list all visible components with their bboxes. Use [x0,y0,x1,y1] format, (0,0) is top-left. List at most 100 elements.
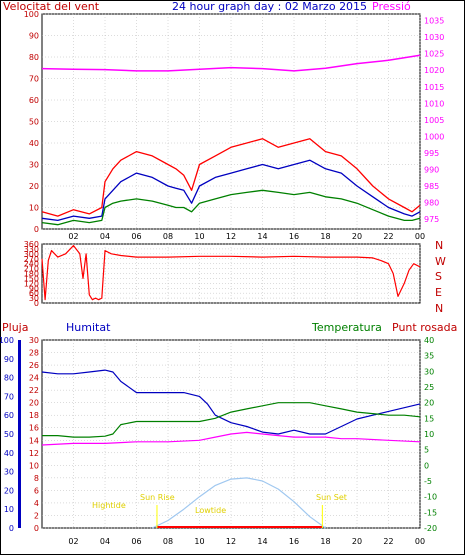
direction-panel-ytick-12: 360 [24,240,39,249]
temp-ytick-4: 0 [424,461,429,470]
rain-ytick-0: 0 [34,524,39,533]
temp-ytick-7: 15 [424,414,434,423]
direction-panel-ytick-5: 150 [24,274,39,283]
left-axis-title: Velocitat del vent [3,0,100,13]
right-axis-title: Pressió [372,0,411,13]
wind-panel-xtick-10: 22 [383,232,393,241]
hum-panel-xtick-11: 00 [415,537,425,546]
wind-panel-xtick-3: 08 [163,232,173,241]
direction-label-e: E [435,286,442,299]
series-avg-line [41,159,421,222]
pressure-ytick-9: 1020 [424,66,444,75]
rain-ytick-10: 20 [29,399,39,408]
humidity-ytick-10: 100 [0,336,14,345]
wind-panel-ytick-0: 0 [34,225,39,234]
direction-panel-ytick-6: 180 [24,270,39,279]
series-direction-line [41,245,421,301]
wind-panel-xtick-2: 06 [131,232,141,241]
humidity-ytick-5: 50 [4,430,14,439]
direction-panel-ytick-1: 30 [29,294,39,303]
chart-title: 24 hour graph day : 02 Marzo 2015 [172,0,367,13]
rain-ytick-14: 28 [29,349,39,358]
rain-ytick-9: 18 [29,411,39,420]
temp-ytick-11: 35 [424,352,434,361]
direction-panel-ytick-8: 240 [24,260,39,269]
dewpoint-label: Punt rosada [392,321,457,334]
rain-ytick-15: 30 [29,336,39,345]
direction-panel-ytick-2: 60 [29,289,39,298]
temp-ytick-6: 10 [424,430,434,439]
wind-panel-ytick-10: 100 [24,10,39,19]
humidity-ytick-1: 10 [4,505,14,514]
wind-panel-xtick-0: 02 [68,232,78,241]
annotation-lowtide: Lowtide [195,506,226,515]
direction-panel-ytick-7: 210 [24,265,39,274]
hum-panel-xtick-0: 02 [68,537,78,546]
humidity-ytick-6: 60 [4,411,14,420]
wind-panel-xtick-4: 10 [194,232,204,241]
pressure-ytick-2: 985 [424,182,439,191]
rain-ytick-11: 22 [29,386,39,395]
wind-panel-ytick-9: 90 [29,32,39,41]
hum-panel-xtick-10: 22 [383,537,393,546]
series-humidity-line [41,369,421,435]
rain-ytick-8: 16 [29,424,39,433]
humidity-ytick-3: 30 [4,468,14,477]
direction-panel-ytick-10: 300 [24,250,39,259]
temp-ytick-0: -20 [424,524,437,533]
temperature-label: Temperatura [311,321,382,334]
direction-panel-ytick-0: 0 [34,299,39,308]
hum-panel-xtick-7: 16 [289,537,299,546]
direction-label-w: W [435,255,446,268]
wind-panel-xtick-9: 20 [352,232,362,241]
rain-ytick-13: 26 [29,361,39,370]
pressure-ytick-10: 1025 [424,50,444,59]
humidity-ytick-7: 70 [4,392,14,401]
pressure-ytick-11: 1030 [424,33,444,42]
wind-panel-ytick-2: 20 [29,182,39,191]
pressure-ytick-5: 1000 [424,132,444,141]
pressure-ytick-0: 975 [424,215,439,224]
direction-panel-ytick-9: 270 [24,255,39,264]
wind-panel-ytick-6: 60 [29,96,39,105]
wind-panel-xtick-1: 04 [100,232,110,241]
humidity-ytick-8: 80 [4,374,14,383]
rain-ytick-5: 10 [29,461,39,470]
hum-panel-xtick-1: 04 [100,537,110,546]
direction-label-n-top: N [435,239,443,252]
wind-panel-ytick-4: 40 [29,139,39,148]
humidity-ytick-4: 40 [4,449,14,458]
humidity-ytick-9: 90 [4,355,14,364]
rain-ytick-7: 14 [29,436,39,445]
pressure-ytick-3: 990 [424,165,439,174]
rain-ytick-4: 8 [34,474,39,483]
wind-panel-ytick-7: 70 [29,75,39,84]
rain-label: Pluja [2,321,28,334]
pressure-ytick-8: 1015 [424,83,444,92]
humidity-label: Humitat [66,321,111,334]
humidity-ytick-2: 20 [4,486,14,495]
pressure-ytick-1: 980 [424,199,439,208]
wind-panel-ytick-3: 30 [29,161,39,170]
direction-label-n-bottom: N [435,302,443,315]
hum-panel-xtick-9: 20 [352,537,362,546]
humidity-axis-bar [18,340,21,528]
wind-panel-ytick-8: 80 [29,53,39,62]
series-gust-line [41,138,421,217]
hum-panel-xtick-6: 14 [257,537,267,546]
direction-panel-ytick-3: 90 [29,284,39,293]
humidity-ytick-0: 0 [9,524,14,533]
annotation-sun-set: Sun Set [316,493,347,502]
series-pressure-line [41,54,421,72]
wind-panel-ytick-5: 50 [29,118,39,127]
hum-panel-xtick-5: 12 [226,537,236,546]
temp-ytick-2: -10 [424,493,437,502]
series-wind_green-line [41,189,421,226]
hum-panel-xtick-8: 18 [320,537,330,546]
annotation-hightide: Hightide [92,501,126,510]
annotation-sun-rise: Sun Rise [140,493,175,502]
pressure-ytick-4: 995 [424,149,439,158]
temp-ytick-1: -15 [424,508,437,517]
